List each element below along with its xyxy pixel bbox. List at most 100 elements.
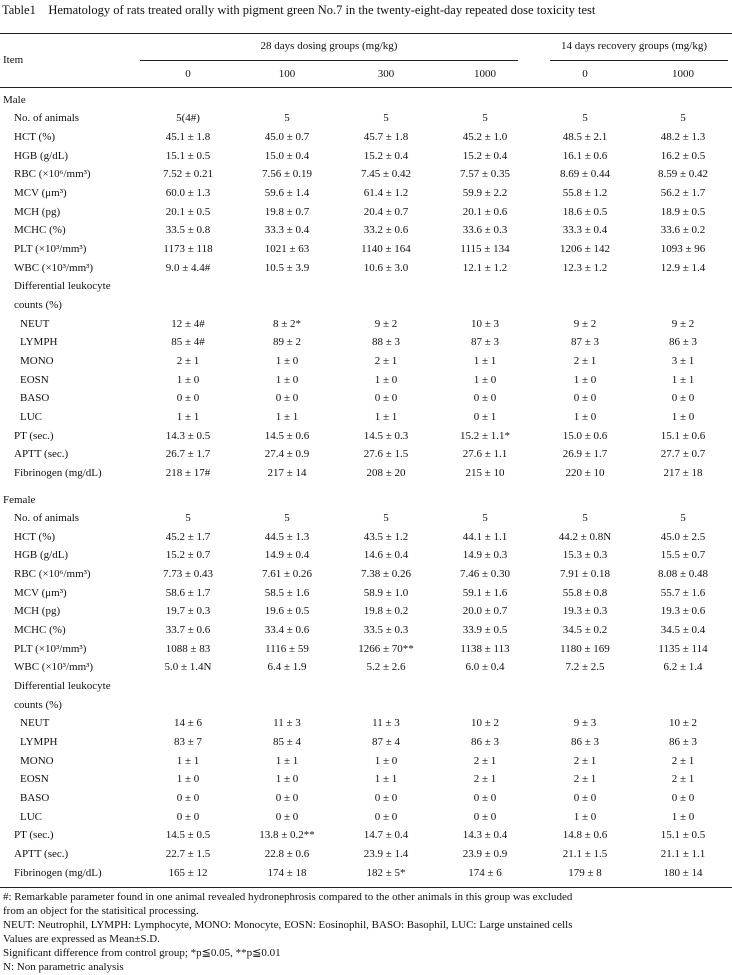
table-title: Table1 Hematology of rats treated orally… xyxy=(2,3,596,17)
cell: 16.2 ± 0.5 xyxy=(660,149,706,162)
cell: 0 ± 0 xyxy=(374,792,398,805)
row-item: NEUT xyxy=(20,317,50,330)
cell: 5(4#) xyxy=(176,112,200,125)
cell: 1 ± 1 xyxy=(275,754,299,767)
footnote: #: Remarkable parameter found in one ani… xyxy=(3,891,573,903)
cell: 14.6 ± 0.4 xyxy=(363,549,409,562)
row-item: LUC xyxy=(20,810,42,823)
cell: 0 ± 0 xyxy=(573,792,597,805)
footnote: from an object for the statisitical proc… xyxy=(3,905,199,917)
cell: 174 ± 18 xyxy=(267,866,307,879)
cell: 1 ± 1 xyxy=(671,373,695,386)
cell: 13.8 ± 0.2** xyxy=(259,829,315,842)
cell: 7.2 ± 2.5 xyxy=(565,661,605,674)
cell: 15.1 ± 0.5 xyxy=(660,829,706,842)
cell: 1138 ± 113 xyxy=(460,642,510,655)
cell: 10 ± 2 xyxy=(668,717,698,730)
cell: 7.45 ± 0.42 xyxy=(360,168,412,181)
cell: 0 ± 0 xyxy=(473,792,497,805)
cell: 33.7 ± 0.6 xyxy=(165,624,211,637)
cell: 5 xyxy=(582,112,588,125)
cell: 14.9 ± 0.3 xyxy=(462,549,508,562)
cell: 1 ± 0 xyxy=(374,373,398,386)
cell: 87 ± 4 xyxy=(371,736,401,749)
cell: 15.2 ± 0.7 xyxy=(165,549,211,562)
row-item: HCT (%) xyxy=(14,130,56,143)
cell: 21.1 ± 1.5 xyxy=(562,848,608,861)
cell: 1173 ± 118 xyxy=(163,242,213,255)
cell: 12.1 ± 1.2 xyxy=(462,261,508,274)
cell: 218 ± 17# xyxy=(165,466,211,479)
cell: 14.5 ± 0.3 xyxy=(363,429,409,442)
cell: 2 ± 1 xyxy=(176,354,200,367)
cell: 1 ± 1 xyxy=(374,773,398,786)
cell: 33.5 ± 0.8 xyxy=(165,224,211,237)
cell: 9 ± 3 xyxy=(573,717,597,730)
cell: 33.6 ± 0.2 xyxy=(660,224,706,237)
cell: 86 ± 3 xyxy=(668,336,698,349)
section-label: Male xyxy=(3,94,26,106)
footnote: NEUT: Neutrophil, LYMPH: Lymphocyte, MON… xyxy=(3,919,573,931)
cell: 2 ± 1 xyxy=(473,773,497,786)
cell: 7.38 ± 0.26 xyxy=(360,568,412,581)
cell: 16.1 ± 0.6 xyxy=(562,149,608,162)
cell: 6.2 ± 1.4 xyxy=(663,661,703,674)
cell: 1 ± 0 xyxy=(573,410,597,423)
cell: 83 ± 7 xyxy=(173,736,203,749)
cell: 15.0 ± 0.6 xyxy=(562,429,608,442)
cell: 22.7 ± 1.5 xyxy=(165,848,211,861)
cell: 59.6 ± 1.4 xyxy=(264,186,310,199)
cell: 15.0 ± 0.4 xyxy=(264,149,310,162)
cell: 1 ± 0 xyxy=(473,373,497,386)
cell: 45.2 ± 1.0 xyxy=(462,130,508,143)
cell: 27.6 ± 1.1 xyxy=(462,448,508,461)
row-item: HGB (g/dL) xyxy=(14,149,69,162)
dose-header: 0 xyxy=(582,68,588,80)
footnote: N: Non parametric analysis xyxy=(3,961,124,973)
cell: 0 ± 0 xyxy=(176,792,200,805)
cell: 21.1 ± 1.1 xyxy=(660,848,706,861)
cell: 45.0 ± 0.7 xyxy=(264,130,310,143)
row-item: MCV (μm³) xyxy=(14,586,67,599)
cell: 20.0 ± 0.7 xyxy=(462,605,508,618)
cell: 5 xyxy=(284,112,290,125)
cell: 5 xyxy=(185,512,191,525)
bottom-rule xyxy=(0,887,732,888)
cell: 215 ± 10 xyxy=(465,466,505,479)
cell: 7.61 ± 0.26 xyxy=(261,568,313,581)
cell: 19.7 ± 0.3 xyxy=(165,605,211,618)
cell: 1093 ± 96 xyxy=(660,242,706,255)
cell: 1266 ± 70** xyxy=(358,642,414,655)
cell: 26.9 ± 1.7 xyxy=(562,448,608,461)
cell: 208 ± 20 xyxy=(366,466,406,479)
cell: 5 xyxy=(582,512,588,525)
cell: 14.9 ± 0.4 xyxy=(264,549,310,562)
cell: 1 ± 1 xyxy=(374,410,398,423)
row-item: MCH (pg) xyxy=(14,205,61,218)
cell: 6.4 ± 1.9 xyxy=(267,661,307,674)
group-rule xyxy=(140,60,518,61)
row-item: MCH (pg) xyxy=(14,605,61,618)
cell: 19.8 ± 0.2 xyxy=(363,605,409,618)
dose-header: 1000 xyxy=(672,68,694,80)
cell: 59.9 ± 2.2 xyxy=(462,186,508,199)
row-item: LYMPH xyxy=(20,736,58,749)
row-item: No. of animals xyxy=(14,112,80,125)
cell: 87 ± 3 xyxy=(570,336,600,349)
row-item: WBC (×10³/mm³) xyxy=(14,661,94,674)
cell: 5 xyxy=(482,512,488,525)
row-item: PLT (×10³/mm³) xyxy=(14,242,87,255)
cell: 9 ± 2 xyxy=(573,317,597,330)
cell: 0 ± 0 xyxy=(671,792,695,805)
cell: 14.8 ± 0.6 xyxy=(562,829,608,842)
cell: 1206 ± 142 xyxy=(559,242,611,255)
cell: 48.5 ± 2.1 xyxy=(562,130,608,143)
subgroup-label: Differential leukocyte xyxy=(14,280,111,293)
cell: 1 ± 1 xyxy=(275,410,299,423)
cell: 45.2 ± 1.7 xyxy=(165,530,211,543)
cell: 7.56 ± 0.19 xyxy=(261,168,313,181)
section-label: Female xyxy=(3,493,36,506)
row-item: BASO xyxy=(20,792,50,805)
cell: 1088 ± 83 xyxy=(165,642,211,655)
cell: 2 ± 1 xyxy=(473,754,497,767)
